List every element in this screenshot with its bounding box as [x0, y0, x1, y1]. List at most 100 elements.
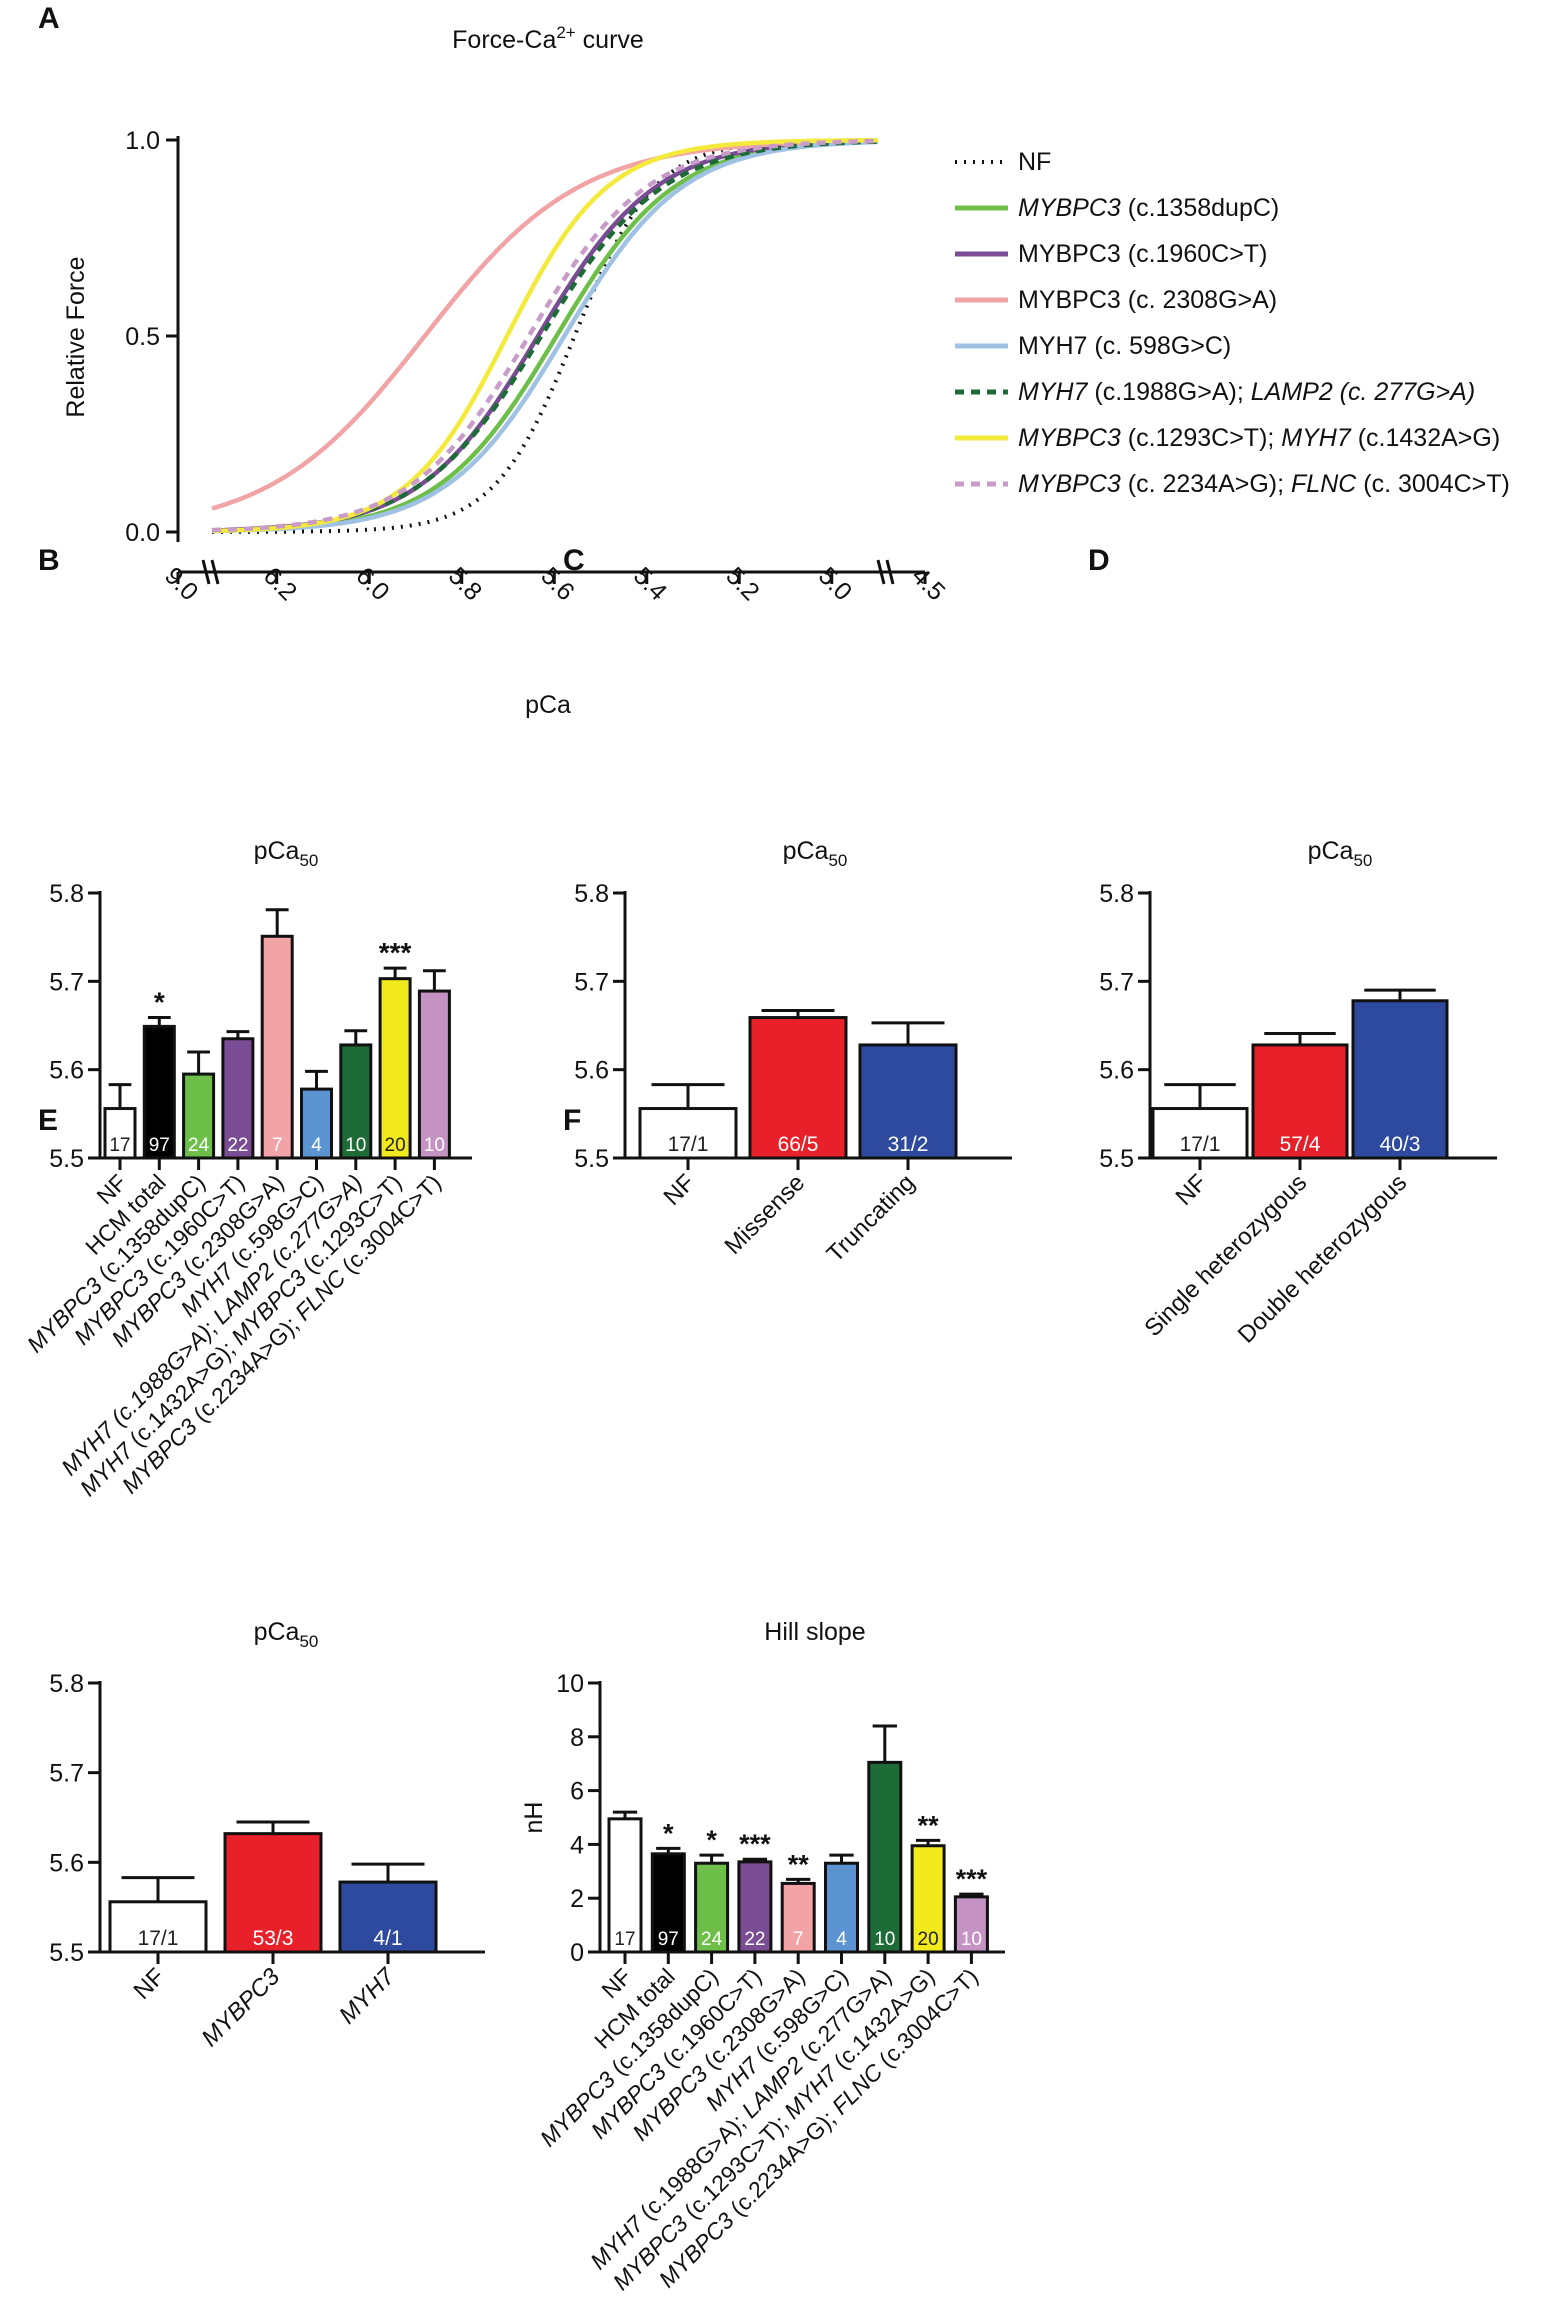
- bar-hcm-total: [142, 1024, 176, 1160]
- bar-n-label-mybpc3-c-1358dupc: 24: [188, 1135, 210, 1156]
- bar-n-label-myh7-c-1988g-a-lamp2-c-277g-a: 10: [345, 1135, 366, 1156]
- y-tick-label-d: 5.6: [1099, 1057, 1134, 1085]
- bar-n-label-nf: 17/1: [1180, 1133, 1221, 1156]
- y-tick-label-a: 0.0: [125, 519, 160, 547]
- y-tick-label-d: 5.5: [1099, 1145, 1134, 1173]
- y-tick-label-d: 5.7: [1099, 968, 1134, 996]
- y-tick-label-f: 8: [570, 1724, 584, 1752]
- sig-marker-hcm-total: *: [154, 987, 165, 1018]
- y-tick-label-e: 5.6: [49, 1849, 84, 1877]
- panel-label-d: D: [1088, 544, 1110, 577]
- y-tick-label-c: 5.5: [574, 1145, 609, 1173]
- bar-n-label-hcm-total: 97: [658, 1929, 679, 1950]
- legend-entry-myh7-c-1988g-a-lamp2-c-277g-a: MYH7 (c.1988G>A); LAMP2 (c. 277G>A): [1018, 378, 1475, 406]
- y-tick-label-c: 5.6: [574, 1057, 609, 1085]
- chart-title-e: pCa50: [254, 1618, 319, 1651]
- bar-n-label-mybpc3-c-2234a-g-flnc-c-3004c-t: 10: [424, 1135, 445, 1156]
- series-line-myh7-c-1988g-a-lamp2-c-277g-a: [211, 139, 879, 533]
- bar-n-label-truncating: 31/2: [888, 1133, 929, 1156]
- legend-entry-mybpc3-c-1960c-t: MYBPC3 (c.1960C>T): [1018, 240, 1267, 268]
- bar-n-label-missense: 66/5: [778, 1133, 819, 1156]
- y-tick-label-f: 6: [570, 1778, 584, 1806]
- bar-n-label-nf: 17/1: [668, 1133, 709, 1156]
- y-tick-label-f: 2: [570, 1885, 584, 1913]
- sig-marker-myh7-c-1432a-g-mybpc3-c-1293c-t: ***: [379, 937, 412, 968]
- bar-n-label-mybpc3-c-2308g-a: 7: [272, 1135, 283, 1156]
- y-tick-label-e: 5.8: [49, 1670, 84, 1698]
- y-tick-label-b: 5.5: [49, 1145, 84, 1173]
- chart-title-c: pCa50: [783, 837, 848, 870]
- sig-marker-mybpc3-c-1960c-t: ***: [739, 1829, 771, 1859]
- axis-break-right: [876, 559, 895, 585]
- sig-marker-mybpc3-c-1293c-t-myh7-c-1432a-g: **: [918, 1810, 940, 1840]
- bar-n-label-myh7-c-1432a-g-mybpc3-c-1293c-t: 20: [385, 1135, 406, 1156]
- bar-mybpc3-c-1358dupc: [182, 1072, 216, 1160]
- x-axis-label-a: pCa: [525, 691, 571, 719]
- sig-marker-mybpc3-c-2308g-a: **: [788, 1849, 810, 1879]
- bar-n-label-double-heterozygous: 40/3: [1380, 1133, 1421, 1156]
- y-tick-label-e: 5.5: [49, 1939, 84, 1967]
- bar-myh7-c-1432a-g-mybpc3-c-1293c-t: [378, 977, 412, 1160]
- series-line-myh7-c-598g-c: [211, 139, 879, 534]
- bar-n-label-myh7-c-598g-c: 4: [311, 1135, 322, 1156]
- series-line-mybpc3-c-1293c-t-myh7-c-1432a-g: [211, 137, 879, 534]
- y-tick-label-a: 0.5: [125, 323, 160, 351]
- curve-break-gap: [880, 125, 889, 149]
- bar-n-label-mybpc3-c-1960c-t: 22: [227, 1135, 248, 1156]
- legend-entry-mybpc3-c-2308g-a: MYBPC3 (c. 2308G>A): [1018, 286, 1277, 314]
- sig-marker-mybpc3-c-1358dupc: *: [706, 1825, 717, 1855]
- y-tick-label-d: 5.8: [1099, 880, 1134, 908]
- bar-mybpc3-c-1358dupc: [694, 1861, 730, 1954]
- panel-label-b: B: [38, 544, 60, 577]
- bar-n-label-hcm-total: 97: [149, 1135, 170, 1156]
- bar-n-label-myh7: 4/1: [373, 1927, 402, 1950]
- panel-label-e: E: [38, 1104, 58, 1137]
- bar-n-label-mybpc3-c-2308g-a: 7: [793, 1929, 804, 1950]
- y-tick-label-f: 4: [570, 1831, 584, 1859]
- bar-mybpc3-c-2234a-g-flnc-c-3004c-t: [417, 989, 451, 1160]
- bar-n-label-myh7-c-598g-c: 4: [836, 1929, 847, 1950]
- bar-n-label-nf: 17: [109, 1135, 130, 1156]
- sig-marker-hcm-total: *: [663, 1818, 674, 1848]
- y-axis-label-a: Relative Force: [62, 256, 90, 417]
- bar-mybpc3: [223, 1832, 323, 1954]
- y-axis-label-f: nH: [520, 1802, 548, 1834]
- bar-n-label-mybpc3-c-1293c-t-myh7-c-1432a-g: 20: [918, 1929, 939, 1950]
- sig-marker-mybpc3-c-2234a-g-flnc-c-3004c-t: ***: [956, 1864, 988, 1894]
- y-tick-label-a: 1.0: [125, 127, 160, 155]
- legend-entry-mybpc3-c-1293c-t-myh7-c-1432a-g: MYBPC3 (c.1293C>T); MYH7 (c.1432A>G): [1018, 424, 1500, 452]
- bar-mybpc3-c-2308g-a: [260, 934, 294, 1160]
- bar-n-label-mybpc3-c-1358dupc: 24: [701, 1929, 723, 1950]
- series-line-mybpc3-c-2308g-a: [211, 138, 879, 511]
- panel-label-f: F: [563, 1104, 581, 1137]
- y-tick-label-b: 5.7: [49, 968, 84, 996]
- bar-n-label-myh7-c-1988g-a-lamp2-c-277g-a: 10: [874, 1929, 895, 1950]
- bar-nf: [1151, 1107, 1249, 1160]
- chart-title-f: Hill slope: [764, 1618, 865, 1646]
- bar-n-label-mybpc3-c-2234a-g-flnc-c-3004c-t: 10: [961, 1929, 982, 1950]
- y-tick-label-b: 5.6: [49, 1057, 84, 1085]
- bar-n-label-nf: 17: [614, 1929, 635, 1950]
- legend-entry-nf: NF: [1018, 148, 1051, 176]
- panel-label-a: A: [38, 2, 60, 35]
- chart-title-b: pCa50: [254, 837, 319, 870]
- y-tick-label-c: 5.8: [574, 880, 609, 908]
- axis-break-left: [201, 559, 220, 585]
- legend-entry-myh7-c-598g-c: MYH7 (c. 598G>C): [1018, 332, 1231, 360]
- y-tick-label-c: 5.7: [574, 968, 609, 996]
- bar-myh7: [338, 1880, 438, 1954]
- bar-mybpc3-c-2308g-a: [780, 1881, 816, 1954]
- y-tick-label-f: 10: [556, 1670, 584, 1698]
- chart-title-d: pCa50: [1308, 837, 1373, 870]
- y-tick-label-b: 5.8: [49, 880, 84, 908]
- bar-nf: [638, 1107, 738, 1160]
- bar-n-label-nf: 17/1: [138, 1927, 179, 1950]
- bar-double-heterozygous: [1351, 999, 1449, 1160]
- legend-entry-mybpc3-c-1358dupc: MYBPC3 (c.1358dupC): [1018, 194, 1279, 222]
- bar-hcm-total: [650, 1852, 686, 1954]
- y-tick-label-e: 5.7: [49, 1760, 84, 1788]
- y-tick-label-f: 0: [570, 1939, 584, 1967]
- chart-title-a: Force-Ca2+ curve: [452, 23, 644, 54]
- bar-n-label-single-heterozygous: 57/4: [1280, 1133, 1321, 1156]
